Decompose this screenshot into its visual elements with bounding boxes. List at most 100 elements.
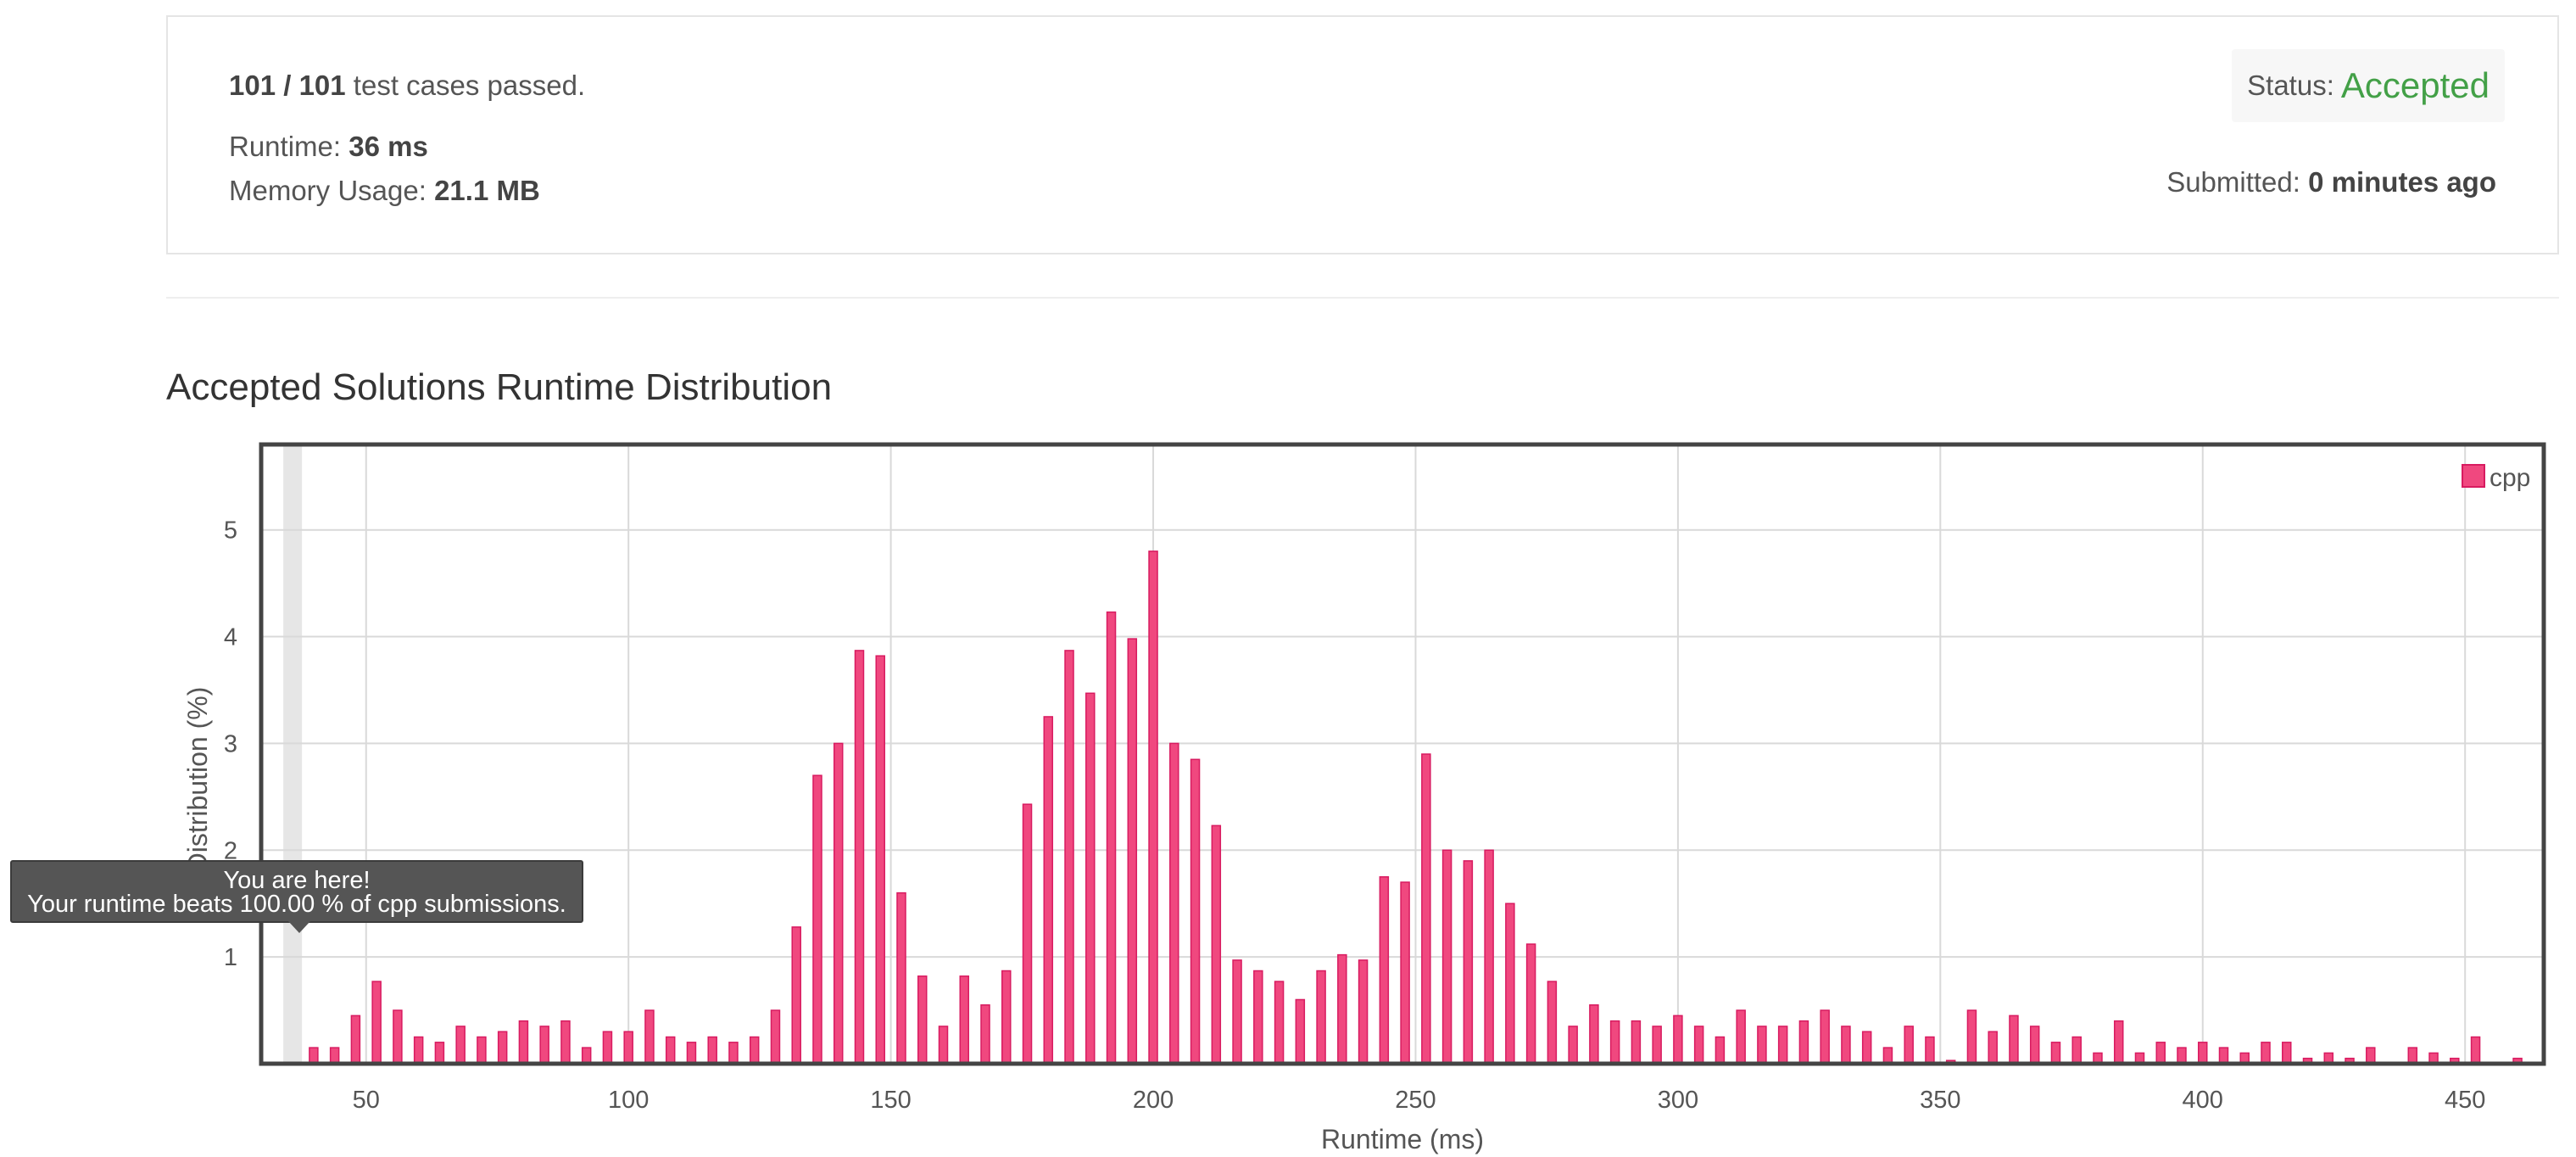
bar[interactable] [1001, 970, 1012, 1065]
bar[interactable] [896, 892, 906, 1065]
bar[interactable] [623, 1031, 633, 1065]
bar[interactable] [2282, 1042, 2292, 1065]
bar[interactable] [2009, 1014, 2019, 1065]
bar[interactable] [2155, 1042, 2166, 1065]
y-tick-label: 5 [224, 517, 237, 545]
bar[interactable] [2218, 1047, 2229, 1065]
bar[interactable] [2197, 1042, 2208, 1065]
bar[interactable] [1337, 953, 1347, 1065]
bar[interactable] [1253, 970, 1263, 1065]
bar[interactable] [917, 975, 928, 1065]
bar[interactable] [1400, 881, 1410, 1065]
bar[interactable] [665, 1036, 676, 1065]
bar[interactable] [2261, 1042, 2271, 1065]
bar[interactable] [1085, 692, 1096, 1065]
bar[interactable] [434, 1042, 445, 1065]
bar[interactable] [1693, 1026, 1704, 1065]
bar[interactable] [854, 650, 865, 1065]
bar[interactable] [1820, 1009, 1830, 1065]
bar[interactable] [1736, 1009, 1746, 1065]
bar[interactable] [1715, 1036, 1726, 1065]
bar[interactable] [728, 1042, 739, 1065]
submitted-label: Submitted: [2166, 166, 2300, 198]
bar[interactable] [2050, 1042, 2061, 1065]
bar[interactable] [1777, 1026, 1788, 1065]
bar[interactable] [581, 1047, 592, 1065]
bar[interactable] [329, 1047, 340, 1065]
bar[interactable] [686, 1042, 697, 1065]
bar[interactable] [875, 655, 885, 1065]
bar[interactable] [560, 1020, 571, 1065]
bar[interactable] [477, 1036, 487, 1065]
bar[interactable] [770, 1009, 781, 1065]
bar[interactable] [1882, 1047, 1893, 1065]
bar[interactable] [1022, 803, 1033, 1065]
bar[interactable] [309, 1047, 319, 1065]
bar[interactable] [1904, 1026, 1914, 1065]
bar[interactable] [707, 1036, 717, 1065]
bar[interactable] [1861, 1031, 1872, 1065]
bar[interactable] [1988, 1031, 1998, 1065]
bar[interactable] [2177, 1047, 2187, 1065]
bar[interactable] [1673, 1014, 1683, 1065]
bar[interactable] [518, 1020, 529, 1065]
bar[interactable] [1190, 758, 1201, 1065]
bar[interactable] [1358, 959, 1369, 1065]
bar[interactable] [980, 1004, 990, 1065]
bar[interactable] [2366, 1047, 2376, 1065]
bar[interactable] [1631, 1020, 1642, 1065]
bar[interactable] [1232, 959, 1242, 1065]
bar[interactable] [1609, 1020, 1620, 1065]
bar[interactable] [1274, 981, 1285, 1065]
bar[interactable] [2407, 1047, 2418, 1065]
bar[interactable] [350, 1014, 361, 1065]
bar[interactable] [371, 981, 382, 1065]
bar[interactable] [602, 1031, 613, 1065]
bar[interactable] [1463, 860, 1474, 1065]
status-accepted[interactable]: Accepted [2340, 65, 2490, 105]
bar[interactable] [1757, 1026, 1767, 1065]
bar[interactable] [812, 774, 822, 1065]
bar[interactable] [1505, 903, 1515, 1065]
bar[interactable] [644, 1009, 655, 1065]
bar[interactable] [1211, 824, 1222, 1065]
bar[interactable] [1064, 650, 1074, 1065]
bar[interactable] [497, 1031, 508, 1065]
bar[interactable] [1841, 1026, 1851, 1065]
bar[interactable] [938, 1026, 949, 1065]
bar[interactable] [1966, 1009, 1977, 1065]
bar[interactable] [749, 1036, 760, 1065]
bar[interactable] [1148, 551, 1158, 1065]
bar[interactable] [1043, 716, 1054, 1065]
bar[interactable] [1106, 611, 1117, 1065]
bar[interactable] [959, 975, 970, 1065]
bar[interactable] [2113, 1020, 2124, 1065]
x-axis-label: Runtime (ms) [1321, 1124, 1484, 1154]
bar[interactable] [1925, 1036, 1935, 1065]
bar[interactable] [2470, 1036, 2481, 1065]
bar[interactable] [1589, 1004, 1599, 1065]
bar[interactable] [2029, 1026, 2040, 1065]
bar[interactable] [791, 926, 801, 1065]
bar[interactable] [2071, 1036, 2082, 1065]
bar[interactable] [1568, 1026, 1578, 1065]
bar[interactable] [1316, 970, 1326, 1065]
bar[interactable] [1547, 981, 1558, 1065]
bar[interactable] [539, 1026, 549, 1065]
runtime-value: 36 ms [348, 131, 428, 162]
bar[interactable] [1169, 742, 1179, 1065]
bar[interactable] [413, 1036, 424, 1065]
bar[interactable] [1127, 638, 1138, 1065]
bar[interactable] [1525, 943, 1536, 1065]
bar[interactable] [1441, 849, 1452, 1065]
bar[interactable] [393, 1009, 403, 1065]
bar[interactable] [1421, 753, 1431, 1065]
bar[interactable] [1295, 998, 1306, 1065]
bar[interactable] [1798, 1020, 1809, 1065]
bar[interactable] [1652, 1026, 1662, 1065]
bar[interactable] [455, 1026, 466, 1065]
bar[interactable] [1379, 875, 1390, 1065]
bar[interactable] [1484, 849, 1494, 1065]
bar[interactable] [833, 742, 844, 1065]
